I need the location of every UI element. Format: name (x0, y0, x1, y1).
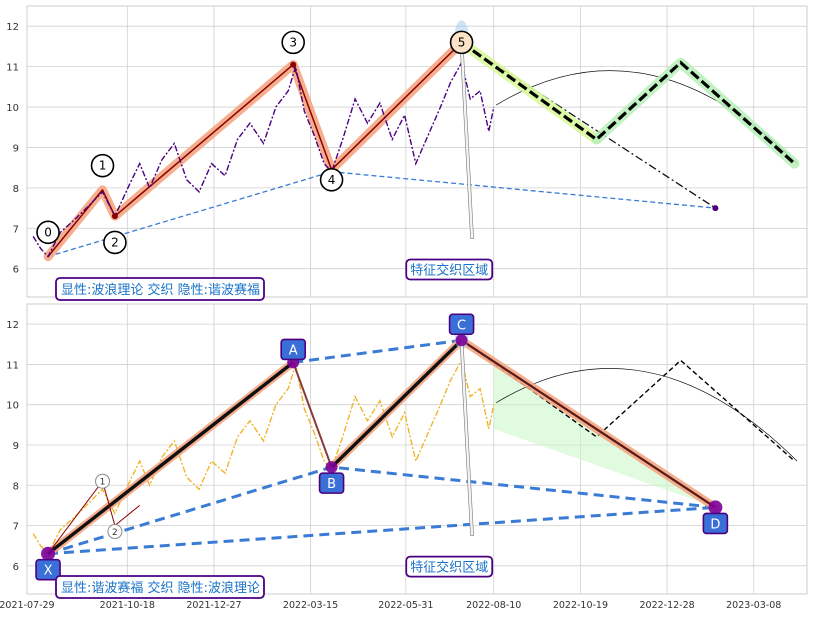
projection-endpoint (712, 205, 719, 212)
price-series-line (32, 60, 495, 258)
y-tick-label: 11 (6, 63, 19, 74)
x-tick-label: 2023-03-08 (726, 600, 781, 611)
harmonic-label-box (702, 512, 729, 535)
ab-line (292, 362, 333, 468)
y-tick-label: 6 (13, 265, 19, 276)
wave-point-label: 5 (458, 35, 466, 49)
x-tick-label: 2022-05-31 (378, 600, 433, 611)
y-tick-label: 12 (6, 320, 19, 331)
zone-label: 特征交织区域 (410, 263, 488, 279)
y-tick-label: 12 (6, 22, 19, 33)
harmonic-label: C (457, 318, 466, 333)
wave-point-marker (449, 30, 474, 55)
harmonic-leg (46, 361, 295, 556)
y-tick-label: 6 (13, 562, 19, 573)
x-tick-label: 2022-08-10 (466, 600, 521, 611)
plot-area (26, 5, 808, 298)
harmonic-point-dot (708, 500, 723, 515)
harmonic-point-dot (325, 461, 338, 474)
harmonic-point-dot (41, 546, 56, 561)
cd-line (460, 339, 717, 509)
caption-box (55, 277, 265, 301)
y-tick-label: 9 (13, 441, 19, 452)
price-series-line (32, 358, 495, 555)
wave-point-marker (103, 230, 127, 255)
zone-label-box (405, 258, 494, 281)
wave-marker (290, 61, 297, 68)
wave-point-marker (36, 220, 60, 245)
caption-text: 显性:波浪理论 交织 隐性:谐波赛福 (61, 282, 260, 298)
wave-point-label: 4 (328, 173, 336, 187)
wave-point-label: 3 (289, 35, 297, 49)
harmonic-leg (330, 339, 463, 469)
wave-point-label: 1 (99, 159, 107, 173)
wave-point-marker (281, 30, 305, 55)
harmonic-label-box (318, 472, 345, 494)
x-tick-label: 2021-07-29 (0, 600, 55, 611)
forecast-glow-yellow (456, 37, 602, 145)
harmonic-label-box (35, 558, 61, 581)
plot-area (26, 303, 808, 595)
caption-box (55, 575, 265, 599)
harmonic-label: D (710, 517, 720, 532)
y-tick-label: 7 (13, 224, 19, 235)
bottom-plot-content (32, 336, 798, 558)
minor-wave-line (47, 480, 141, 555)
y-tick-label: 10 (6, 401, 19, 412)
x-tick-label: 2021-12-27 (186, 600, 241, 611)
harmonic-label: B (327, 477, 336, 492)
y-tick-label: 8 (13, 184, 19, 195)
minor-point-marker (107, 524, 123, 540)
wave-marker (111, 213, 118, 220)
harmonic-point-dot (455, 334, 468, 347)
minor-point-label: 1 (100, 478, 106, 488)
harmonic-label-box (448, 313, 475, 336)
x-tick-label: 2022-12-28 (639, 600, 694, 611)
harmonic-label-box (280, 338, 306, 361)
harmonic-label: X (44, 564, 53, 579)
y-tick-label: 11 (6, 360, 19, 371)
fan-arc (496, 368, 798, 462)
wave-point-marker (319, 167, 344, 192)
y-tick-label: 8 (13, 481, 19, 492)
harmonic-ac-line (293, 338, 462, 364)
x-tick-label: 2022-03-15 (283, 600, 338, 611)
minor-point-marker (95, 473, 111, 489)
forecast-path (460, 41, 796, 165)
harmonic-label: A (289, 343, 298, 358)
wave-point-label: 2 (111, 235, 119, 249)
y-tick-label: 10 (6, 103, 19, 114)
zone-label: 特征交织区域 (410, 560, 488, 576)
y-tick-label: 7 (13, 522, 19, 533)
caption-text: 显性:谐波赛福 交织 隐性:波浪理论 (61, 580, 260, 596)
x-tick-label: 2022-10-19 (553, 600, 608, 611)
minor-point-label: 2 (112, 528, 118, 538)
wave-point-label: 0 (44, 225, 52, 239)
wave-point-marker (90, 153, 115, 178)
x-tick-label: 2021-10-18 (100, 600, 155, 611)
zone-label-box (405, 555, 494, 578)
y-tick-label: 9 (13, 143, 19, 154)
